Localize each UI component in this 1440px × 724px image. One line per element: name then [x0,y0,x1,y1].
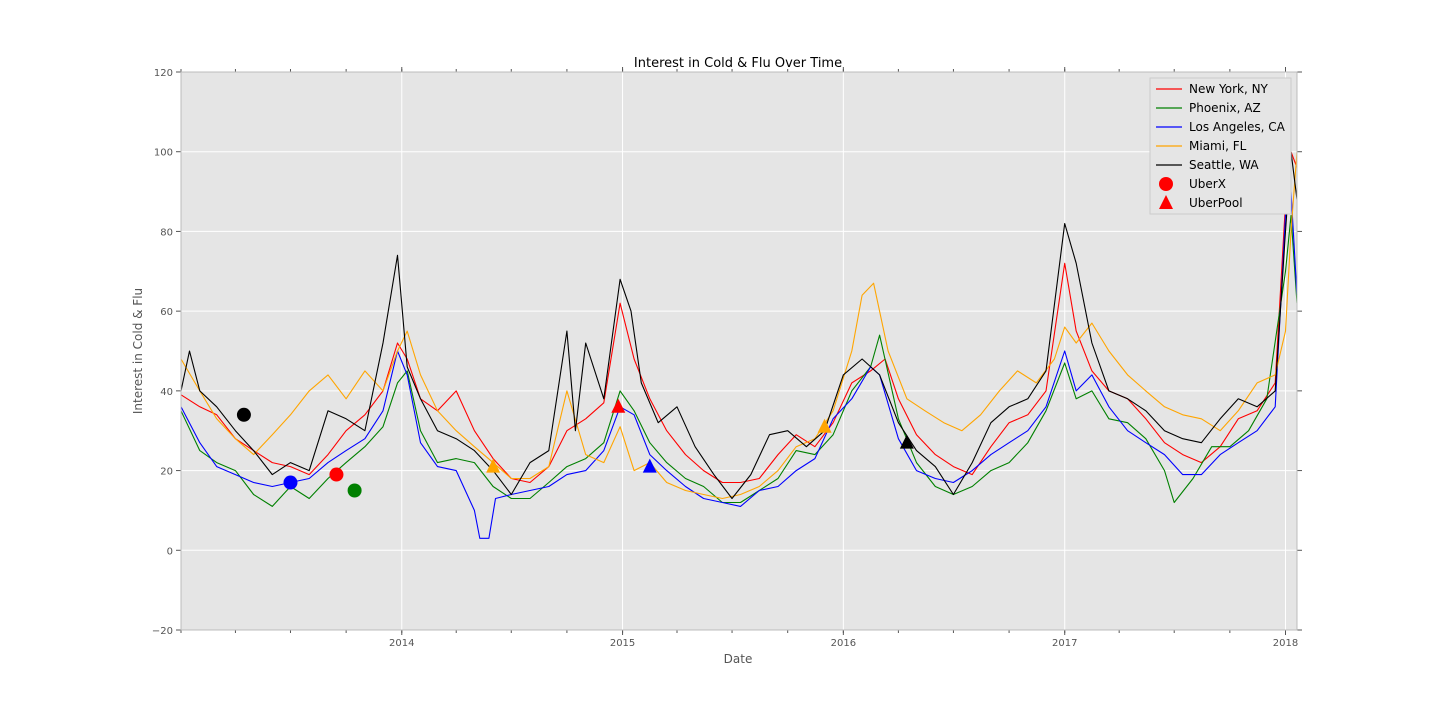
x-axis-label: Date [724,652,753,666]
grid-lines [181,71,1297,631]
uberpool-marker [899,434,914,449]
plot-frame [180,71,1298,631]
y-tick-label: 100 [154,148,173,159]
x-tick-label: 2017 [1052,638,1077,649]
y-tick-label: 0 [167,546,173,557]
series-line [180,191,1298,539]
legend-label: Los Angeles, CA [1189,120,1286,134]
axes: −20 0 20 40 60 80 100 120 2014 2015 2016 2017 2018 [152,67,1302,649]
x-tick-label: 2015 [610,638,635,649]
series-lines [180,151,1298,539]
legend: New York, NY Phoenix, AZ Los Angeles, CA Mi… [1149,77,1292,215]
x-tick-label: 2016 [831,638,856,649]
y-tick-label: 60 [160,307,173,318]
uberx-marker [283,475,298,490]
uberx-marker [329,467,344,482]
legend-circle-swatch [1159,177,1173,191]
legend-items: New York, NY Phoenix, AZ Los Angeles, CA Mi… [1156,82,1286,210]
legend-label: New York, NY [1189,82,1269,96]
uberx-marker [236,407,251,422]
legend-label: UberPool [1189,196,1243,210]
legend-label: Seattle, WA [1189,158,1259,172]
series-line [180,151,1298,484]
uberpool-marker [817,418,832,433]
legend-label: Miami, FL [1189,139,1247,153]
x-tick-label: 2014 [389,638,414,649]
legend-label: Phoenix, AZ [1189,101,1261,115]
legend-triangle-swatch [1159,195,1173,209]
legend-label: UberX [1189,177,1226,191]
y-tick-label: −20 [152,626,173,637]
x-tick-label: 2018 [1273,638,1298,649]
series-line [180,151,1298,500]
uberpool-marker [611,398,626,413]
plot-area [181,72,1297,630]
y-tick-label: 40 [160,387,173,398]
series-line [180,214,1298,507]
chart-title: Interest in Cold & Flu Over Time [634,56,842,71]
y-tick-label: 120 [154,68,173,79]
y-tick-label: 80 [160,227,173,238]
uberpool-marker [486,458,501,473]
event-markers [236,398,914,498]
y-tick-label: 20 [160,467,173,478]
y-axis-label: Interest in Cold & Flu [131,288,145,414]
uberx-marker [347,483,362,498]
uberpool-marker [642,458,657,473]
series-line [180,151,1298,500]
